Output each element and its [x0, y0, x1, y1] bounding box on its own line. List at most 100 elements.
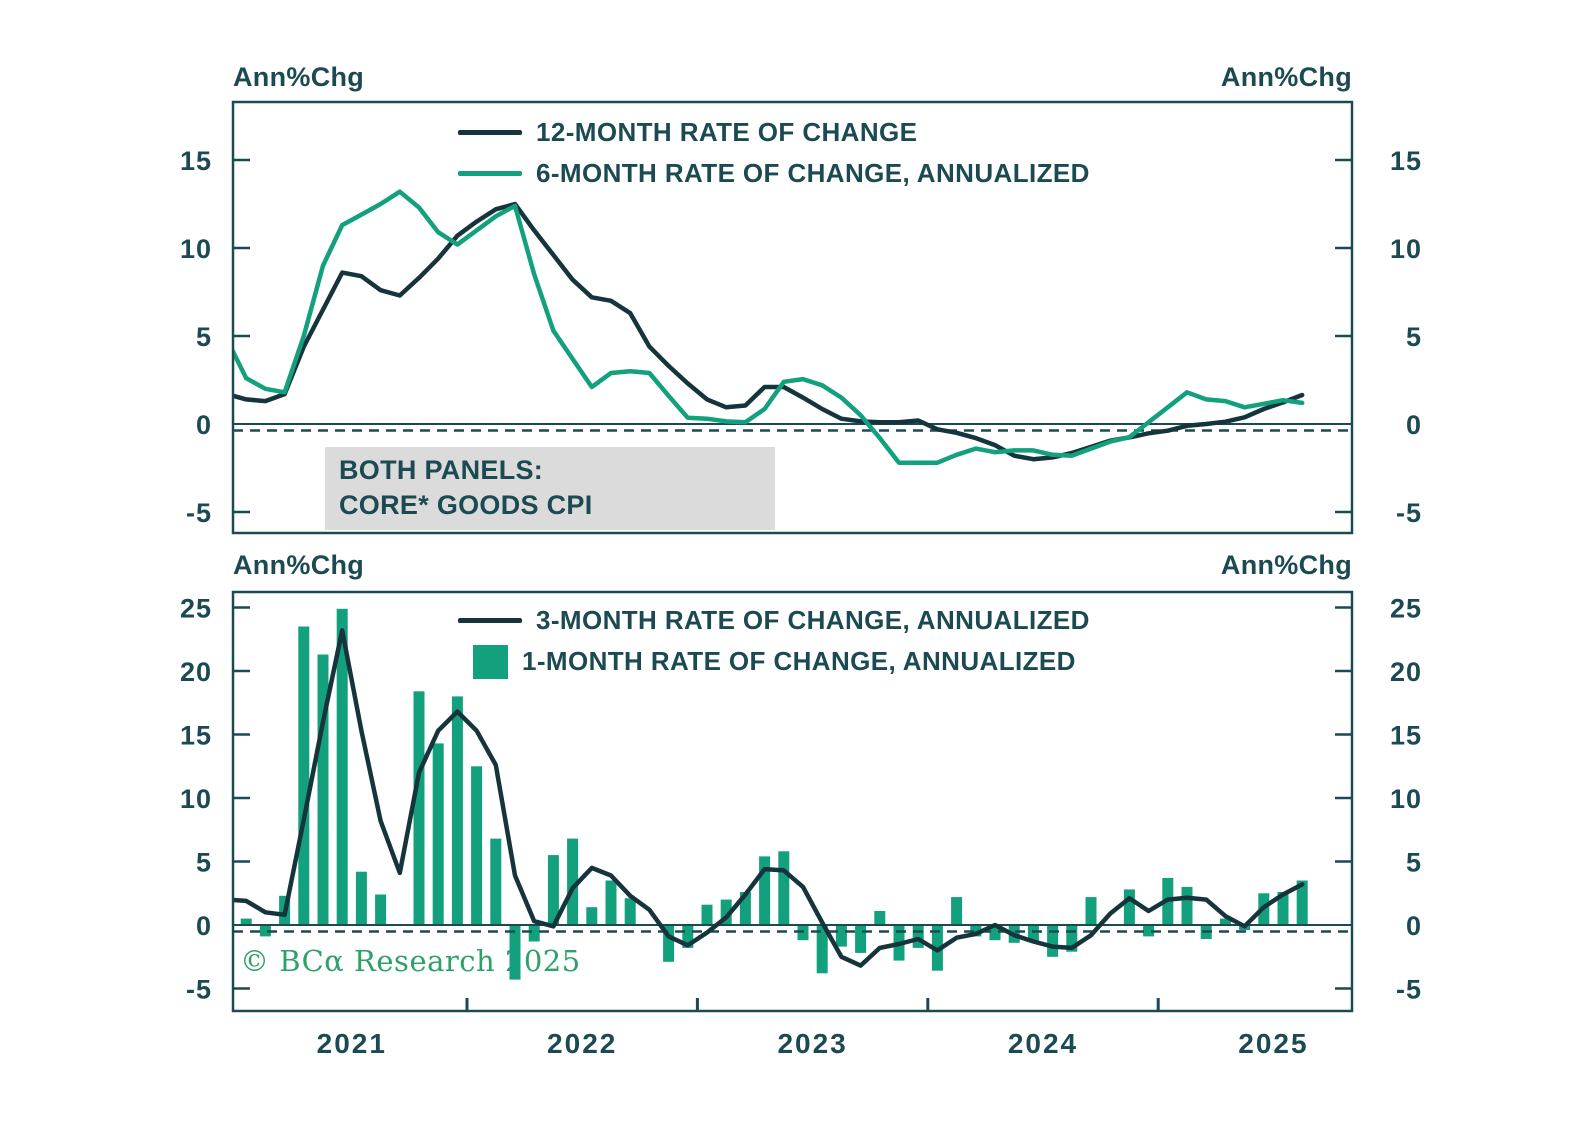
bar	[1066, 925, 1078, 952]
bar-swatch-1-month	[473, 644, 508, 679]
legend-item-6-month: 6-MONTH RATE OF CHANGE, ANNUALIZED	[458, 153, 1090, 194]
bar	[355, 871, 367, 925]
annotation-line-1: BOTH PANELS:	[339, 455, 544, 485]
y-tick-label-right: -5	[1396, 975, 1422, 1005]
panel-bottom: 25 25 20 20 15 15 10 10 5 5 0 0 -5 -5 2021 2022 2023 2024…	[180, 590, 1422, 1059]
axis-unit-bottom-left: Ann%Chg	[233, 550, 365, 580]
y-tick-label-right: -5	[1396, 498, 1422, 528]
bar	[298, 626, 310, 925]
axis-unit-bottom-right: Ann%Chg	[1220, 550, 1352, 580]
legend-label: 3-MONTH RATE OF CHANGE, ANNUALIZED	[536, 605, 1090, 635]
bar	[720, 899, 732, 925]
legend-item-1-month: 1-MONTH RATE OF CHANGE, ANNUALIZED	[458, 641, 1090, 682]
bar	[1219, 918, 1231, 925]
bar	[989, 925, 1001, 941]
x-tick-label: 2021	[317, 1028, 387, 1059]
legend-item-3-month: 3-MONTH RATE OF CHANGE, ANNUALIZED	[458, 600, 1090, 641]
y-tick-label-left: 5	[196, 322, 212, 352]
bar	[1181, 886, 1193, 925]
bar	[816, 925, 828, 974]
bar	[624, 898, 636, 925]
legend-label: 6-MONTH RATE OF CHANGE, ANNUALIZED	[536, 158, 1090, 188]
bar	[739, 892, 751, 925]
y-tick-label-left: 5	[196, 848, 212, 878]
bar	[1047, 925, 1059, 957]
bar	[682, 925, 694, 948]
y-tick-label-left: 10	[180, 784, 212, 814]
y-tick-label-right: 5	[1406, 848, 1422, 878]
y-tick-label-right: 0	[1406, 911, 1422, 941]
x-tick-label: 2025	[1238, 1028, 1308, 1059]
bar	[509, 925, 521, 980]
bar	[759, 856, 771, 925]
bar	[432, 743, 444, 925]
y-tick-label-left: 0	[196, 911, 212, 941]
line-swatch-6-month	[458, 171, 522, 176]
bar	[605, 880, 617, 925]
series-line	[233, 201, 1305, 462]
y-tick-label-left: 15	[180, 146, 212, 176]
bar	[375, 894, 387, 925]
bar	[567, 838, 579, 925]
bar	[855, 925, 867, 953]
bar	[471, 766, 483, 926]
y-tick-label-right: 15	[1390, 146, 1422, 176]
y-tick-label-left: 0	[196, 410, 212, 440]
panel-border	[231, 100, 1354, 535]
copyright-text: © BCα Research 2025	[240, 944, 581, 978]
bar	[240, 918, 252, 925]
y-tick-label-left: -5	[186, 975, 212, 1005]
legend-label: 12-MONTH RATE OF CHANGE	[536, 117, 918, 147]
y-tick-label-left: 25	[180, 594, 212, 624]
y-tick-label-right: 0	[1406, 410, 1422, 440]
bar	[1296, 880, 1308, 925]
y-tick-label-right: 25	[1390, 594, 1422, 624]
panel-border	[231, 590, 1354, 1013]
bar	[951, 897, 963, 925]
y-tick-label-left: 15	[180, 721, 212, 751]
bar	[528, 925, 540, 942]
bar	[1143, 925, 1155, 937]
bar	[1123, 889, 1135, 925]
legend-item-12-month: 12-MONTH RATE OF CHANGE	[458, 112, 1090, 153]
y-tick-label-right: 10	[1390, 784, 1422, 814]
y-tick-label-right: 5	[1406, 322, 1422, 352]
x-tick-label: 2024	[1008, 1028, 1078, 1059]
legend-label: 1-MONTH RATE OF CHANGE, ANNUALIZED	[522, 646, 1076, 676]
bar	[586, 907, 598, 925]
y-tick-label-left: 20	[180, 657, 212, 687]
x-tick-label: 2022	[547, 1028, 617, 1059]
bar	[1085, 897, 1097, 925]
line-swatch-3-month	[458, 618, 522, 623]
legend-top-panel: 12-MONTH RATE OF CHANGE 6-MONTH RATE OF …	[458, 112, 1090, 194]
bar	[778, 851, 790, 925]
bar	[490, 838, 502, 925]
bar	[547, 855, 559, 925]
bar	[317, 654, 329, 925]
x-tick-label: 2023	[777, 1028, 847, 1059]
series-line	[233, 628, 1305, 968]
legend-bottom-panel: 3-MONTH RATE OF CHANGE, ANNUALIZED 1-MON…	[458, 600, 1090, 682]
y-tick-label-right: 10	[1390, 234, 1422, 264]
annotation-line-2: CORE* GOODS CPI	[339, 490, 593, 520]
bar	[1277, 892, 1289, 925]
series-line	[233, 189, 1305, 465]
bar	[259, 925, 271, 937]
y-tick-label-left: -5	[186, 498, 212, 528]
y-tick-label-right: 15	[1390, 721, 1422, 751]
bar	[874, 911, 886, 925]
annotation-box: BOTH PANELS: CORE* GOODS CPI	[325, 447, 775, 530]
line-swatch-12-month	[458, 130, 522, 135]
bar	[413, 691, 425, 925]
bar	[451, 696, 463, 925]
bar	[336, 608, 348, 925]
bar	[912, 925, 924, 948]
bar	[970, 925, 982, 937]
axis-unit-top-right: Ann%Chg	[1220, 62, 1352, 92]
y-tick-label-left: 10	[180, 234, 212, 264]
bar	[835, 925, 847, 947]
y-tick-label-right: 20	[1390, 657, 1422, 687]
bar	[663, 925, 675, 962]
